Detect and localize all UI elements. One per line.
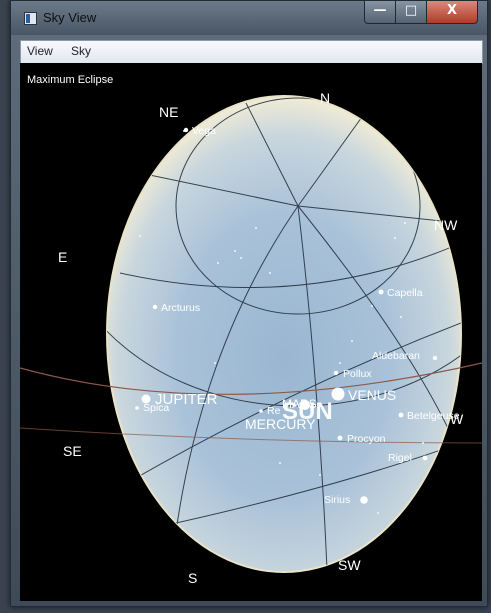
planet-jupiter[interactable]: JUPITER [141,391,218,408]
svg-text:Pollux: Pollux [343,368,372,380]
svg-text:Vega: Vega [192,125,216,137]
window-title: Sky View [43,10,97,25]
faint-stars [139,130,424,514]
minimize-icon: — [373,3,387,18]
app-window: Sky View — □ X View Sky Maximum Eclipse [10,0,488,607]
svg-text:MERCURY: MERCURY [245,416,316,432]
menu-view[interactable]: View [27,44,53,58]
svg-text:Re: Re [267,405,281,417]
svg-text:Aldebaran: Aldebaran [372,350,420,362]
svg-text:Rigel: Rigel [388,452,412,464]
svg-text:Betelgeuse: Betelgeuse [407,410,460,422]
compass-n: N [320,90,330,106]
compass-nw: NW [434,217,458,233]
horizon-line [20,427,482,444]
sky-dome [106,95,462,573]
compass-se: SE [63,443,82,459]
svg-text:Procyon: Procyon [347,433,386,445]
svg-text:Arcturus: Arcturus [161,302,200,314]
star-spica[interactable]: Spica [135,402,169,414]
svg-text:VENUS: VENUS [348,387,396,403]
title-bar[interactable]: Sky View — □ X [11,1,487,35]
compass-sw: SW [338,557,361,573]
compass-ne: NE [159,104,178,120]
star-arcturus[interactable]: Arcturus [152,302,200,314]
maximize-icon: □ [404,3,418,18]
star-betelgeuse[interactable]: Betelgeuse [398,410,460,422]
maximize-button[interactable]: □ [395,1,427,24]
menu-sky[interactable]: Sky [71,44,92,58]
planet-venus[interactable]: VENUS [331,387,397,403]
app-icon [24,12,37,25]
compass-e: E [58,249,67,265]
star-aldebaran[interactable]: Aldebaran [372,350,438,362]
menu-bar: View Sky [20,40,483,64]
star-vega[interactable]: Vega [183,125,216,137]
sun-eclipsed[interactable]: SUN [282,398,333,425]
svg-text:SUN: SUN [282,398,333,425]
svg-text:JUPITER: JUPITER [155,391,218,408]
compass-s: S [188,570,197,586]
compass-labels: NE N NW E SE S SW W [58,90,464,586]
close-icon: X [446,3,458,18]
eclipse-phase-label: Maximum Eclipse [27,74,114,86]
close-button[interactable]: X [426,1,478,24]
star-pollux[interactable]: Pollux [333,368,373,380]
planet-mercury[interactable]: MERCURY [245,416,316,432]
star-regulus[interactable]: Re [259,405,281,417]
ecliptic-line [20,362,482,395]
named-stars[interactable]: Vega Arcturus Capella Aldebaran Pollux S… [135,125,460,506]
svg-text:Capella: Capella [387,287,423,299]
star-rigel[interactable]: Rigel [388,452,428,464]
sky-view-canvas[interactable]: Maximum Eclipse [20,63,482,601]
star-sirius[interactable]: Sirius [324,494,368,506]
compass-w: W [450,411,464,427]
sky-map[interactable]: NE N NW E SE S SW W Vega Arcturus Capell… [20,63,482,601]
star-procyon[interactable]: Procyon [337,433,386,445]
star-capella[interactable]: Capella [378,287,423,299]
svg-text:Sirius: Sirius [324,494,350,506]
svg-text:Spica: Spica [143,402,169,414]
planets[interactable]: JUPITER VENUS MERCURY MARS SUN [141,387,397,432]
minimize-button[interactable]: — [364,1,396,24]
